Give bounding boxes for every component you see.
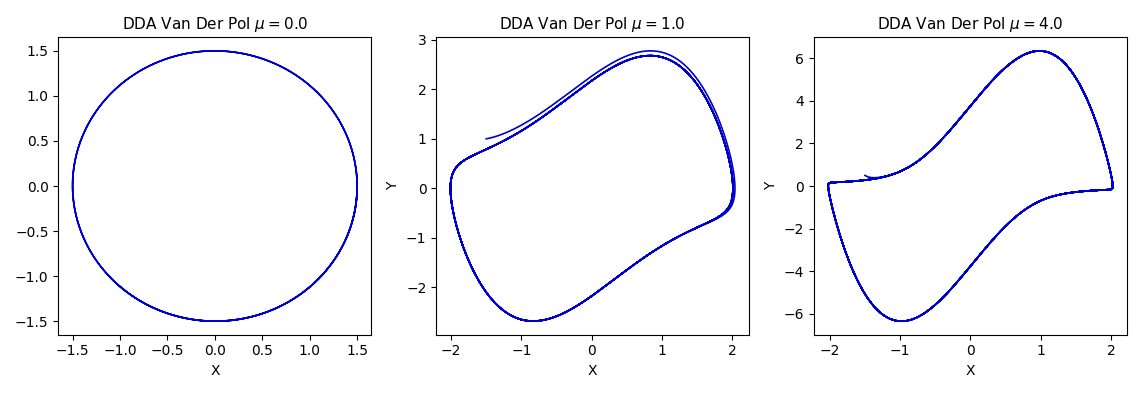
Title: DDA Van Der Pol $\mu = 0.0$: DDA Van Der Pol $\mu = 0.0$ bbox=[121, 15, 308, 34]
Y-axis label: Y: Y bbox=[764, 182, 778, 190]
Title: DDA Van Der Pol $\mu = 1.0$: DDA Van Der Pol $\mu = 1.0$ bbox=[499, 15, 686, 34]
X-axis label: X: X bbox=[966, 364, 975, 378]
Title: DDA Van Der Pol $\mu = 4.0$: DDA Van Der Pol $\mu = 4.0$ bbox=[877, 15, 1063, 34]
X-axis label: X: X bbox=[588, 364, 597, 378]
Y-axis label: Y: Y bbox=[386, 182, 401, 190]
X-axis label: X: X bbox=[210, 364, 219, 378]
